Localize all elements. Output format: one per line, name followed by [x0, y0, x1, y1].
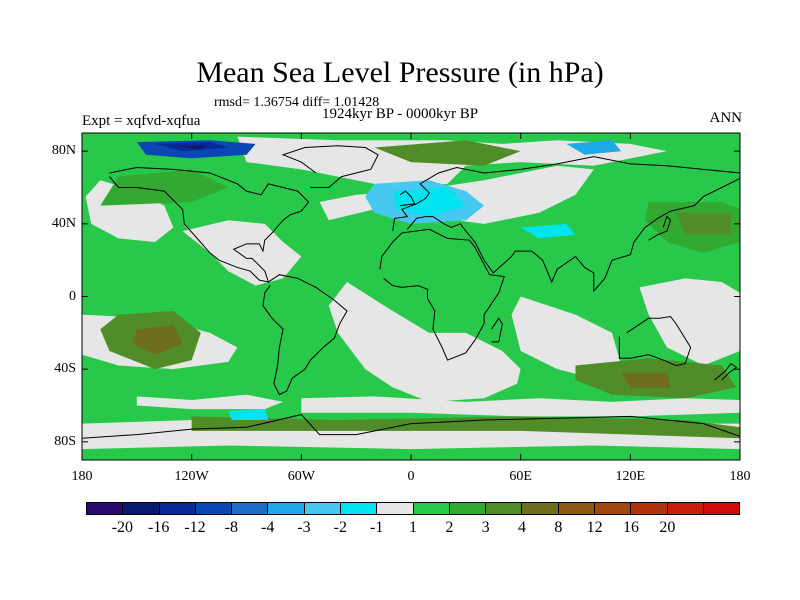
colorbar-label: 12: [586, 519, 603, 536]
colorbar-label: -12: [184, 519, 206, 536]
coastline-australia: [618, 315, 692, 367]
lat-label: 40S: [54, 361, 76, 377]
colorbar: [86, 502, 740, 515]
colorbar-segment: [486, 503, 523, 514]
colorbar-label: 20: [659, 519, 676, 536]
lat-label: 0: [69, 288, 76, 304]
coastline-new-zealand: [714, 363, 738, 381]
colorbar-segment: [522, 503, 559, 514]
coastline-madagascar: [491, 317, 503, 343]
colorbar-segment: [123, 503, 160, 514]
colorbar-label: 1: [409, 519, 417, 536]
colorbar-segment: [558, 503, 595, 514]
lat-label: 80S: [54, 433, 76, 449]
anomaly-arctic-atlantic: [374, 140, 521, 166]
lon-label: 0: [407, 469, 415, 484]
colorbar-segment: [667, 503, 704, 514]
colorbar-segment: [232, 503, 269, 514]
lon-label: 60W: [287, 469, 315, 484]
colorbar-label: -2: [333, 519, 347, 536]
lat-label: 80N: [51, 143, 76, 159]
lat-label: 40N: [51, 215, 76, 231]
anomaly-north-pacific-core: [676, 212, 731, 235]
lon-label: 180: [71, 469, 93, 484]
coastline-greenland: [281, 145, 379, 188]
colorbar-label: 16: [623, 519, 639, 536]
season-label: ANN: [709, 110, 743, 126]
period-label: 1924kyr BP - 0000kyr BP: [322, 106, 479, 122]
zero-region-7: [639, 278, 740, 366]
zero-region-5: [328, 281, 521, 402]
colorbar-label: -3: [297, 519, 311, 536]
colorbar-label: -20: [111, 519, 133, 536]
colorbar-segment: [594, 503, 632, 514]
experiment-label: Expt = xqfvd-xqfua: [82, 113, 201, 129]
lon-label: 120E: [615, 469, 646, 484]
zero-region-6: [511, 296, 622, 379]
coastline-south-america: [262, 274, 348, 396]
colorbar-label: -16: [147, 519, 170, 536]
colorbar-segment: [377, 503, 414, 514]
rmsd-diff-stats: rmsd= 1.36754 diff= 1.01428: [214, 95, 380, 110]
colorbar-segment: [340, 503, 378, 514]
anomaly-antarctic-belt: [191, 416, 740, 439]
colorbar-segment: [87, 503, 124, 514]
lon-label: 180: [729, 469, 751, 484]
lon-label: 60E: [509, 469, 532, 484]
zero-region-10: [301, 396, 740, 417]
coastline-north-america: [109, 167, 310, 283]
colorbar-label: 2: [445, 519, 454, 536]
lon-label: 120W: [174, 469, 209, 484]
anomaly-north-america: [100, 169, 229, 206]
map-title: Mean Sea Level Pressure (in hPa): [196, 56, 604, 89]
neg-arctic-canada-center: [177, 145, 207, 150]
colorbar-label: 8: [554, 519, 563, 536]
anomaly-south-pacific-core: [133, 325, 183, 355]
neg-tibet: [520, 223, 576, 239]
colorbar-segment: [703, 503, 740, 514]
colorbar-label: -8: [224, 519, 238, 536]
colorbar-label: 3: [481, 519, 490, 536]
colorbar-segment: [195, 503, 233, 514]
colorbar-segment: [631, 503, 668, 514]
colorbar-label: 4: [518, 519, 526, 536]
coastline-antarctica: [81, 414, 741, 439]
colorbar-segment: [159, 503, 196, 514]
anomaly-south-indian-core: [621, 372, 671, 388]
colorbar-segment: [449, 503, 487, 514]
colorbar-segment: [268, 503, 305, 514]
zero-region-9: [136, 394, 284, 410]
coastline-british-isles: [399, 190, 416, 207]
coastline-eurasia: [392, 156, 741, 293]
colorbar-segment: [413, 503, 450, 514]
colorbar-segment: [304, 503, 341, 514]
zero-region-3: [182, 220, 302, 286]
neg-siberia: [566, 140, 622, 155]
coastline-japan: [648, 215, 672, 241]
neg-europe-core: [392, 187, 466, 217]
coastline-africa: [379, 228, 505, 361]
colorbar-label: -1: [369, 519, 384, 536]
colorbar-label: -4: [260, 519, 275, 536]
neg-southern-ocean: [228, 409, 269, 421]
